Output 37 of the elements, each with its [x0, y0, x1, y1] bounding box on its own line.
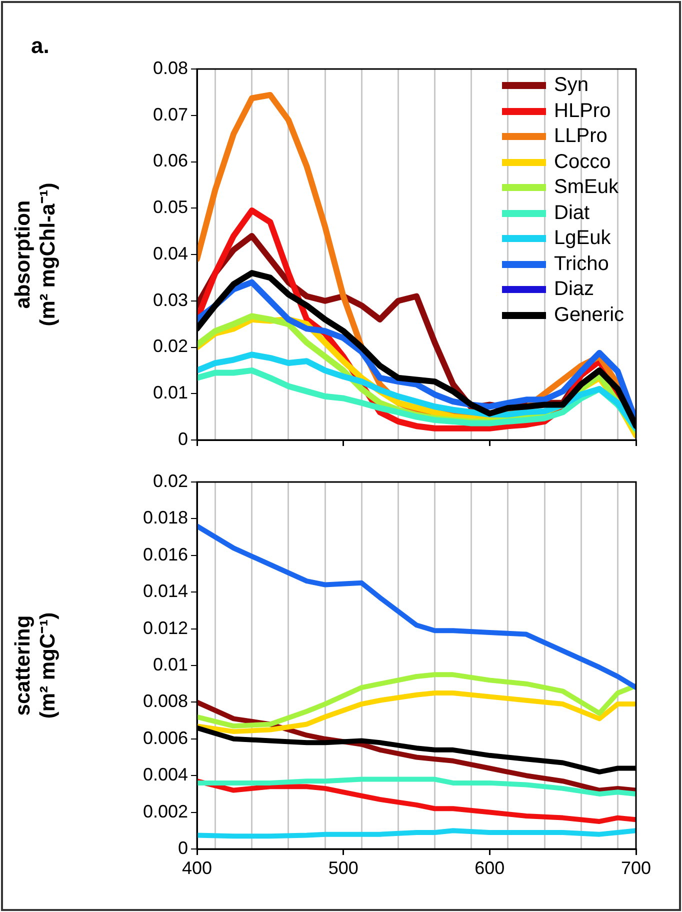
- legend-label: SmEuk: [554, 175, 618, 200]
- y-tick-label: 0.06: [152, 150, 188, 171]
- legend-label: Diat: [554, 200, 590, 226]
- legend-label: Tricho: [554, 252, 609, 276]
- legend-label: Cocco: [554, 150, 611, 174]
- y-tick-label: 0.02: [152, 470, 188, 491]
- y-axis-title: absorption (m² mgChl-a⁻¹): [11, 182, 60, 326]
- legend-label: Syn: [554, 73, 588, 98]
- y-tick-label: 0.012: [142, 618, 188, 638]
- y-tick-label: 0.008: [142, 691, 188, 712]
- legend-label: Diaz: [554, 277, 594, 302]
- y-tick-label: 0.018: [142, 508, 188, 528]
- y-tick-label: 0: [178, 428, 188, 449]
- y-tick-label: 0.01: [152, 654, 188, 674]
- y-tick-label: 0.03: [152, 290, 188, 310]
- y-tick-label: 0: [178, 838, 188, 858]
- y-tick-label: 0.014: [142, 581, 188, 602]
- y-tick-label: 0.07: [152, 104, 188, 124]
- y-tick-label: 0.01: [152, 382, 188, 403]
- y-tick-label: 0.002: [142, 801, 188, 822]
- y-tick-label: 0.016: [142, 544, 188, 564]
- legend-label: HLPro: [554, 98, 611, 124]
- x-tick-label: 400: [182, 858, 212, 878]
- y-tick-label: 0.04: [152, 243, 188, 264]
- y-tick-label: 0.004: [142, 764, 188, 785]
- legend-label: LgEuk: [554, 226, 611, 251]
- x-tick-label: 500: [328, 858, 358, 878]
- y-tick-label: 0.02: [152, 336, 188, 356]
- legend-label: Generic: [554, 302, 624, 328]
- y-tick-label: 0.08: [152, 58, 188, 78]
- y-tick-label: 0.006: [142, 728, 188, 748]
- legend-label: LLPro: [554, 124, 608, 149]
- y-tick-label: 0.05: [152, 197, 188, 218]
- y-axis-title: scattering (m² mgC⁻¹): [11, 612, 60, 719]
- chart-title: a.: [31, 33, 50, 59]
- x-tick-label: 700: [620, 858, 652, 878]
- x-tick-label: 600: [474, 858, 505, 878]
